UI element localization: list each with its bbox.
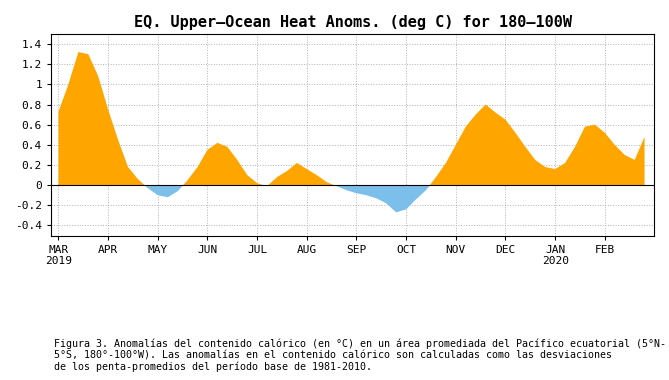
Title: EQ. Upper–Ocean Heat Anoms. (deg C) for 180–100W: EQ. Upper–Ocean Heat Anoms. (deg C) for …: [134, 15, 571, 30]
Text: Figura 3. Anomalías del contenido calórico (en °C) en un área promediada del Pac: Figura 3. Anomalías del contenido calóri…: [54, 338, 666, 372]
